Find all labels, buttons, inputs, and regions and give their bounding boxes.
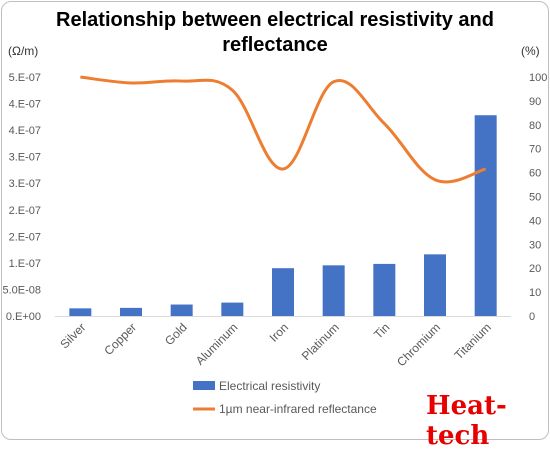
right-tick-label: 30 <box>529 239 541 251</box>
resistivity-bar <box>474 115 497 317</box>
left-tick-label: 3.E-07 <box>9 152 41 164</box>
category-label: Silver <box>57 320 88 351</box>
heat-tech-logo: Heat-tech <box>426 391 507 451</box>
resistivity-bar <box>170 304 193 316</box>
legend-swatch-resistivity <box>193 381 215 390</box>
chart-frame <box>1 1 549 440</box>
right-tick-label: 70 <box>529 144 541 156</box>
chart-title: Relationship between electrical resistiv… <box>56 9 494 56</box>
category-label: Gold <box>162 320 190 348</box>
category-label: Iron <box>267 320 292 345</box>
right-tick-label: 60 <box>529 168 541 180</box>
resistivity-bar <box>424 254 446 316</box>
category-label: Aluminum <box>193 320 241 368</box>
right-tick-label: 10 <box>529 287 541 299</box>
right-tick-label: 90 <box>529 96 541 108</box>
resistivity-bar <box>272 268 294 316</box>
reflectance-line <box>80 75 487 184</box>
legend-label-reflectance: 1µm near-infrared reflectance <box>219 402 377 416</box>
left-tick-label: 1.E-07 <box>9 258 41 270</box>
right-tick-label: 80 <box>529 120 541 132</box>
resistivity-bar <box>322 265 345 316</box>
left-axis-unit: (Ω/m) <box>8 44 39 58</box>
resistivity-bar <box>120 307 142 316</box>
legend-label-resistivity: Electrical resistivity <box>219 379 320 393</box>
resistivity-bar <box>373 263 396 316</box>
left-tick-label: 2.E-07 <box>9 231 41 243</box>
right-tick-label: 20 <box>529 263 541 275</box>
left-tick-label: 2.E-07 <box>9 205 41 217</box>
right-tick-label: 50 <box>529 192 541 204</box>
left-tick-label: 4.E-07 <box>9 125 41 137</box>
left-tick-label: 5.E-07 <box>9 72 41 84</box>
category-label: Platinum <box>299 320 342 363</box>
category-label: Titanium <box>452 320 494 362</box>
right-tick-label: 0 <box>529 311 535 323</box>
category-label: Tin <box>371 320 392 341</box>
left-tick-label: 3.E-07 <box>9 178 41 190</box>
category-label: Copper <box>101 320 139 358</box>
right-tick-label: 40 <box>529 215 541 227</box>
resistivity-bar <box>69 308 92 316</box>
chart-svg: 0.E+00 5.0E-08 1.E-07 2.E-07 2.E-07 3.E-07 3.E… <box>2 72 547 416</box>
right-axis-unit: (%) <box>521 44 540 58</box>
left-tick-label: 4.E-07 <box>9 99 41 111</box>
left-tick-label: 5.0E-08 <box>2 284 41 296</box>
resistivity-bar <box>221 302 244 316</box>
left-tick-label: 0.E+00 <box>6 311 41 323</box>
category-label: Chromium <box>394 320 443 369</box>
right-tick-label: 100 <box>529 72 547 84</box>
